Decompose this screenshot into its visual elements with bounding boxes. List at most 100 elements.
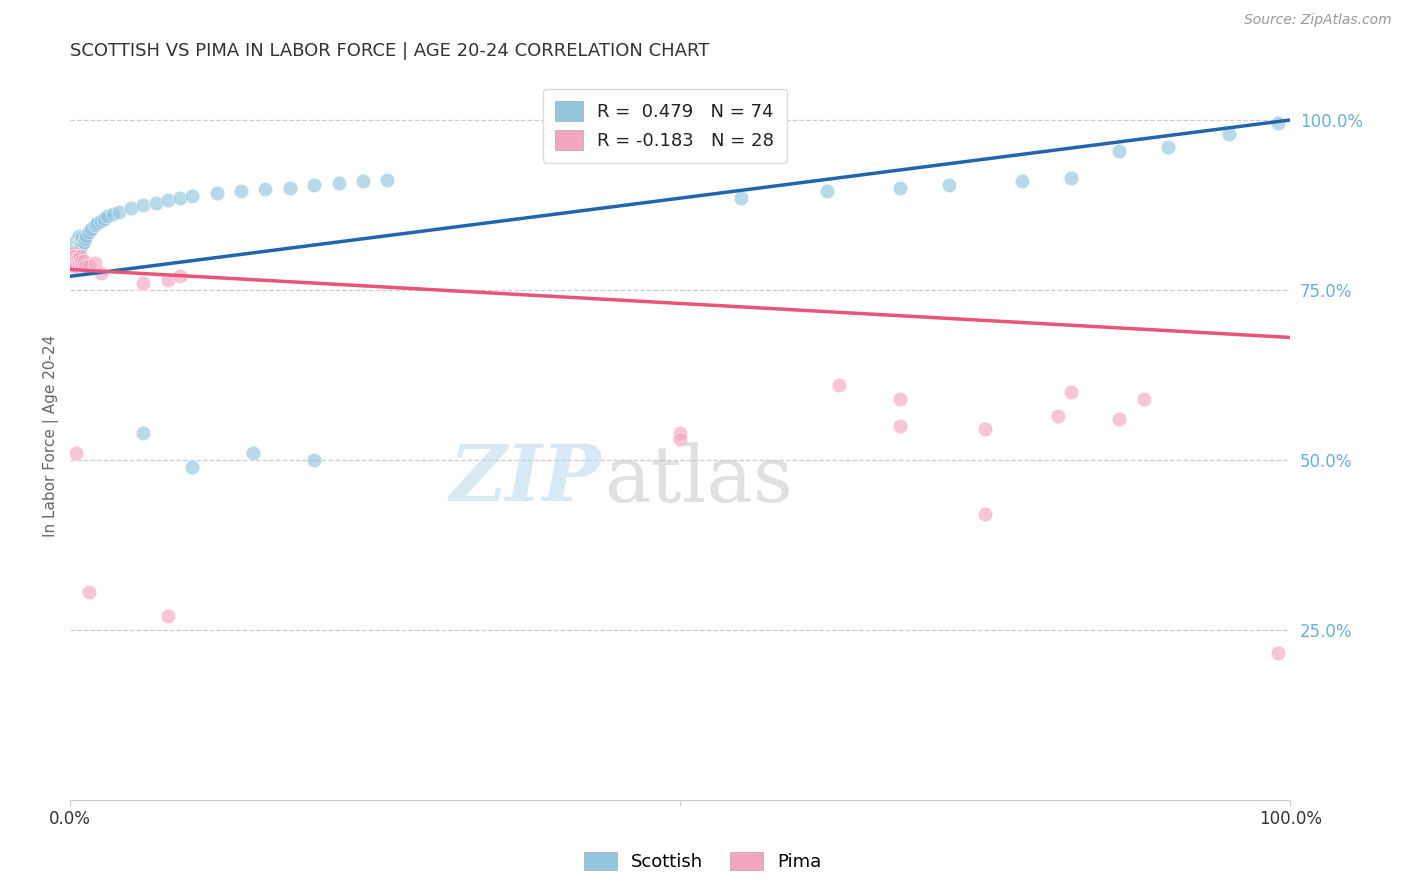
Point bbox=[302, 452, 325, 467]
Point bbox=[181, 189, 204, 203]
Point bbox=[1267, 647, 1289, 661]
Point bbox=[1011, 174, 1033, 188]
Point bbox=[60, 256, 83, 270]
Point bbox=[96, 210, 118, 224]
Y-axis label: In Labor Force | Age 20-24: In Labor Force | Age 20-24 bbox=[44, 334, 59, 537]
Point bbox=[974, 507, 997, 521]
Point bbox=[63, 250, 86, 264]
Legend: Scottish, Pima: Scottish, Pima bbox=[576, 845, 830, 879]
Point bbox=[242, 446, 264, 460]
Point bbox=[889, 392, 911, 406]
Point bbox=[1157, 140, 1180, 154]
Point bbox=[1108, 412, 1130, 426]
Point bbox=[132, 198, 155, 212]
Point bbox=[72, 235, 94, 250]
Point bbox=[205, 186, 228, 201]
Point bbox=[77, 225, 100, 239]
Point bbox=[66, 245, 89, 260]
Point bbox=[156, 609, 179, 624]
Point bbox=[90, 266, 112, 280]
Point bbox=[67, 228, 90, 243]
Point bbox=[66, 238, 89, 252]
Point bbox=[65, 249, 87, 263]
Point bbox=[69, 241, 91, 255]
Point bbox=[1059, 170, 1081, 185]
Text: ZIP: ZIP bbox=[450, 442, 600, 518]
Point bbox=[145, 195, 167, 210]
Point bbox=[65, 242, 87, 256]
Point bbox=[669, 433, 692, 447]
Point bbox=[254, 182, 277, 196]
Point bbox=[156, 193, 179, 207]
Point bbox=[181, 459, 204, 474]
Point bbox=[80, 221, 103, 235]
Point bbox=[229, 185, 252, 199]
Text: SCOTTISH VS PIMA IN LABOR FORCE | AGE 20-24 CORRELATION CHART: SCOTTISH VS PIMA IN LABOR FORCE | AGE 20… bbox=[70, 42, 710, 60]
Point bbox=[70, 238, 93, 252]
Point bbox=[63, 242, 86, 256]
Point bbox=[67, 242, 90, 256]
Point bbox=[63, 245, 86, 260]
Point bbox=[73, 259, 96, 273]
Point bbox=[328, 176, 350, 190]
Point bbox=[63, 235, 86, 250]
Point bbox=[278, 181, 301, 195]
Point bbox=[63, 242, 86, 256]
Point bbox=[67, 256, 90, 270]
Point bbox=[72, 236, 94, 251]
Text: atlas: atlas bbox=[605, 442, 793, 517]
Point bbox=[75, 228, 97, 243]
Point bbox=[889, 418, 911, 433]
Point bbox=[86, 216, 108, 230]
Point bbox=[120, 202, 142, 216]
Point bbox=[77, 259, 100, 273]
Point bbox=[101, 207, 124, 221]
Point bbox=[65, 238, 87, 252]
Point bbox=[65, 252, 87, 267]
Point bbox=[730, 191, 752, 205]
Point bbox=[63, 245, 86, 260]
Point bbox=[352, 174, 374, 188]
Point bbox=[1267, 116, 1289, 130]
Point bbox=[65, 259, 87, 273]
Point bbox=[1218, 127, 1240, 141]
Point bbox=[66, 232, 89, 246]
Point bbox=[169, 191, 191, 205]
Point bbox=[90, 213, 112, 227]
Point bbox=[69, 249, 91, 263]
Point bbox=[669, 425, 692, 440]
Point bbox=[828, 378, 851, 392]
Point bbox=[156, 273, 179, 287]
Point bbox=[93, 211, 115, 226]
Point bbox=[65, 235, 87, 250]
Point bbox=[1047, 409, 1070, 423]
Point bbox=[169, 269, 191, 284]
Point bbox=[62, 259, 84, 273]
Point bbox=[73, 232, 96, 246]
Point bbox=[62, 238, 84, 252]
Point bbox=[1108, 144, 1130, 158]
Point bbox=[72, 258, 94, 272]
Point bbox=[70, 232, 93, 246]
Point bbox=[1132, 392, 1154, 406]
Point bbox=[62, 242, 84, 256]
Point bbox=[72, 230, 94, 244]
Point bbox=[889, 181, 911, 195]
Point bbox=[60, 256, 83, 270]
Point bbox=[63, 235, 86, 250]
Point bbox=[63, 252, 86, 267]
Text: Source: ZipAtlas.com: Source: ZipAtlas.com bbox=[1244, 13, 1392, 28]
Point bbox=[67, 235, 90, 250]
Point bbox=[70, 253, 93, 268]
Point bbox=[815, 185, 838, 199]
Point bbox=[69, 234, 91, 248]
Point bbox=[83, 219, 105, 233]
Point bbox=[63, 249, 86, 263]
Point bbox=[63, 249, 86, 263]
Point bbox=[72, 254, 94, 268]
Point bbox=[938, 178, 960, 192]
Legend: R =  0.479   N = 74, R = -0.183   N = 28: R = 0.479 N = 74, R = -0.183 N = 28 bbox=[543, 88, 786, 163]
Point bbox=[65, 446, 87, 460]
Point bbox=[302, 178, 325, 192]
Point bbox=[62, 249, 84, 263]
